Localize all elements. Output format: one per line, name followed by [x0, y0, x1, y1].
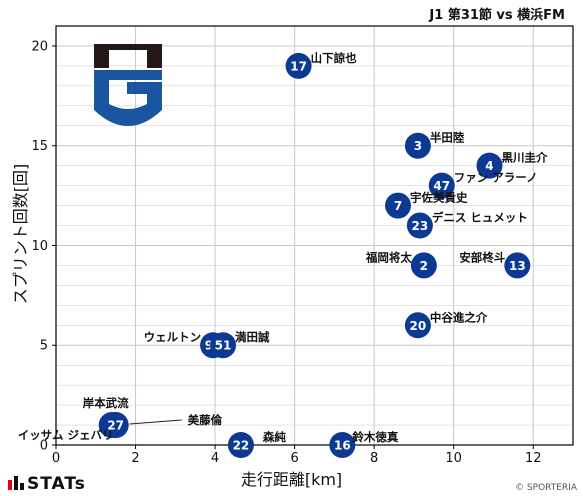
- player-marker: [476, 152, 503, 179]
- player-marker: [404, 132, 431, 159]
- player-number: 3: [414, 139, 422, 153]
- player-name-label: 森純: [263, 430, 286, 444]
- player-marker: [227, 432, 254, 458]
- x-tick-label: 8: [370, 451, 378, 466]
- player-number: 47: [433, 179, 450, 193]
- player-marker: [504, 252, 531, 279]
- player-name-label: 半田陸: [430, 131, 465, 145]
- player-number: 7: [394, 199, 402, 213]
- player-number: 13: [509, 259, 526, 273]
- player-name-label: 中谷進之介: [430, 310, 488, 324]
- stats-bars-icon: [8, 474, 24, 495]
- player-name-label: イッサム ジェバリ: [18, 428, 114, 442]
- player-name-label: 福岡将太: [365, 250, 412, 264]
- x-tick-label: 12: [525, 451, 542, 466]
- player-number: 22: [233, 439, 250, 453]
- player-marker: [329, 432, 356, 458]
- x-tick-label: 6: [290, 451, 298, 466]
- player-marker: [285, 52, 312, 79]
- player-number: 17: [290, 59, 307, 73]
- y-tick-label: 0: [40, 439, 48, 454]
- x-axis-label: 走行距離[km]: [240, 470, 343, 489]
- player-name-label: 山下諒也: [311, 51, 357, 65]
- player-number: 20: [410, 319, 427, 333]
- x-tick-label: 10: [445, 451, 462, 466]
- player-name-label: 黒川圭介: [501, 151, 547, 165]
- copyright: © SPORTERIA: [515, 483, 577, 493]
- player-number: 27: [107, 419, 124, 433]
- leader-lines: [129, 419, 182, 425]
- player-marker: [410, 252, 437, 279]
- leader-line: [129, 419, 182, 425]
- y-tick-label: 20: [31, 39, 48, 54]
- team-logo: [94, 44, 162, 126]
- player-number: 51: [215, 339, 232, 353]
- plot-frame: [55, 25, 574, 446]
- player-name-label: 宇佐美貴史: [410, 191, 468, 205]
- player-marker: [404, 312, 431, 339]
- player-marker: [428, 172, 455, 199]
- player-name-label: 安部柊斗: [459, 250, 505, 264]
- player-name-label: デニス ヒュメット: [432, 211, 528, 225]
- y-tick-label: 5: [40, 339, 48, 354]
- y-axis-label: スプリント回数[回]: [11, 163, 30, 305]
- player-marker: [406, 212, 433, 239]
- stats-logo: STATs: [8, 474, 86, 495]
- player-name-label: 美藤倫: [188, 413, 223, 427]
- axis-ticks: 0 2 4 6 8 10 12 0 5 10 15 20: [31, 39, 541, 466]
- player-marker: [102, 412, 129, 439]
- y-tick-label: 15: [31, 139, 48, 154]
- x-tick-label: 0: [52, 451, 60, 466]
- player-name-label: 岸本武流: [83, 396, 129, 410]
- player-name-label: 鈴木徳真: [352, 430, 398, 444]
- player-marker: [210, 332, 237, 359]
- player-marker: [385, 192, 412, 219]
- x-tick-label: 4: [211, 451, 219, 466]
- stats-text: STATs: [27, 474, 86, 494]
- player-number: 23: [412, 219, 429, 233]
- player-name-label: ファン アラーノ: [454, 171, 538, 185]
- data-points: 1734477232132097511615272216: [98, 52, 531, 458]
- player-number: 2: [420, 259, 428, 273]
- player-number: 16: [334, 439, 351, 453]
- x-tick-label: 2: [131, 451, 139, 466]
- player-name-label: ウェルトン: [144, 330, 202, 344]
- chart-title: J1 第31節 vs 横浜FM: [429, 8, 565, 23]
- y-tick-label: 10: [31, 239, 48, 254]
- player-number: 4: [485, 159, 493, 173]
- player-name-label: 満田誠: [235, 330, 270, 344]
